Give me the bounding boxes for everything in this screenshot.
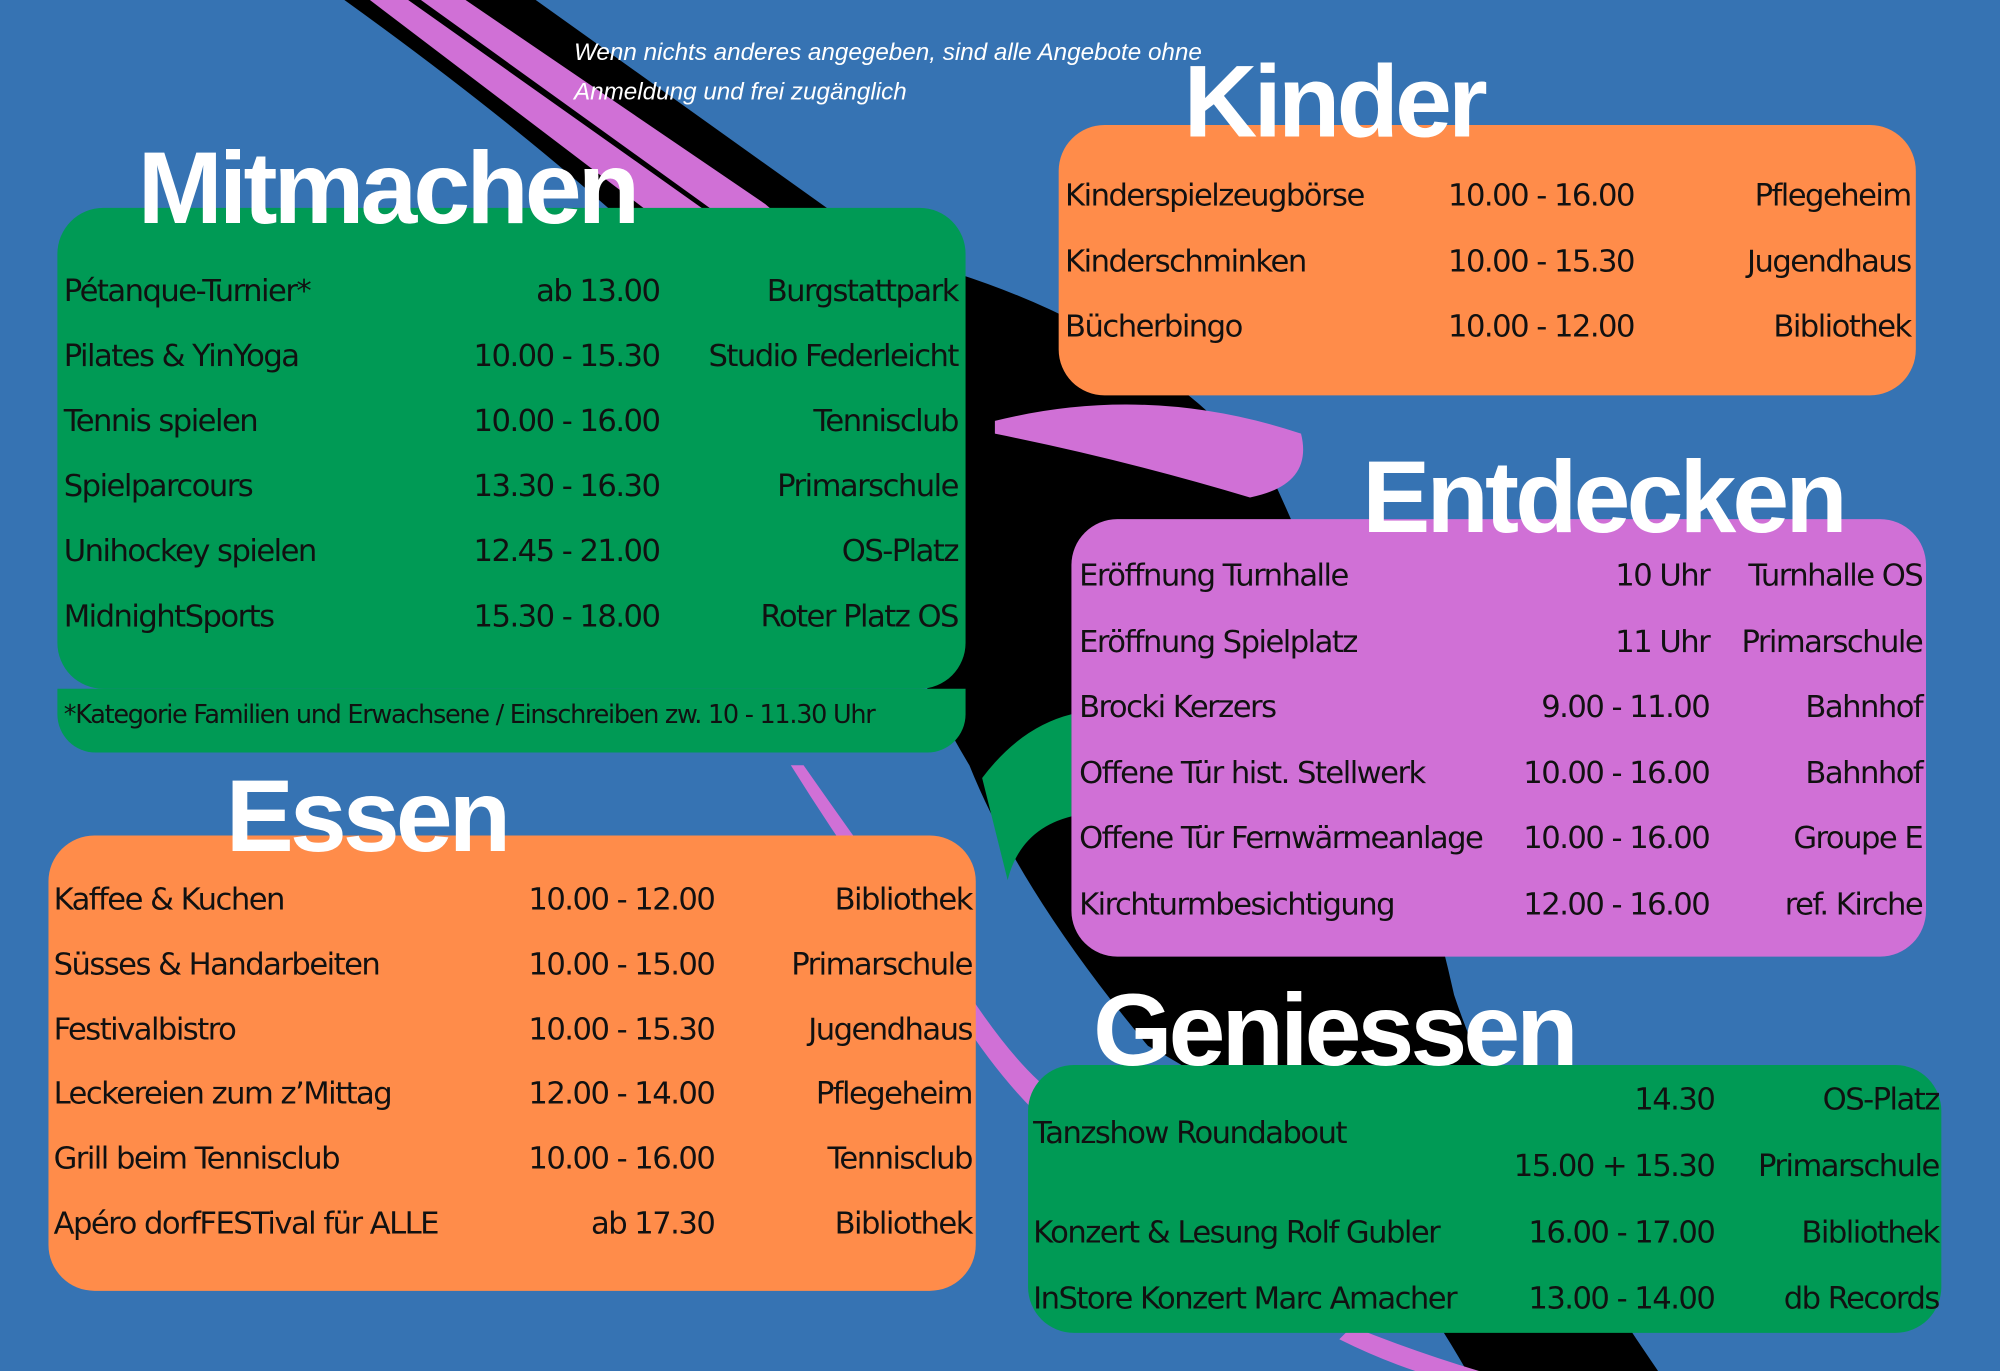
place: Jugendhaus — [1746, 242, 1912, 279]
place: Jugendhaus — [808, 1010, 973, 1047]
place: Primarschule — [777, 468, 959, 504]
time: 12.00 - 14.00 — [528, 1075, 715, 1112]
section-box — [57, 207, 966, 689]
time: 10.00 - 16.00 — [473, 403, 661, 439]
time: 10.00 - 15.30 — [528, 1010, 715, 1047]
place: db Records — [1783, 1280, 1941, 1317]
place: Primarschule — [1741, 623, 1923, 659]
time: 10.00 - 12.00 — [1448, 308, 1635, 345]
time: ab 17.30 — [590, 1205, 716, 1242]
section-box — [1071, 519, 1927, 957]
section-title: Geniessen — [1093, 973, 1579, 1087]
activity: InStore Konzert Marc Amacher — [1033, 1280, 1457, 1317]
activity: Süsses & Handarbeiten — [53, 946, 381, 982]
time: 15.30 - 18.00 — [473, 598, 661, 634]
place: Burgstattpark — [766, 272, 960, 309]
place: Bibliothek — [1773, 308, 1912, 345]
time: 11 Uhr — [1615, 623, 1710, 659]
activity: Konzert & Lesung Rolf Gubler — [1033, 1214, 1441, 1250]
activity: Pilates & YinYoga — [63, 338, 300, 374]
activity: Eröffnung Turnhalle — [1079, 557, 1349, 594]
time: 13.00 - 14.00 — [1528, 1280, 1715, 1317]
section-title: Essen — [225, 758, 511, 873]
time: 10.00 - 16.00 — [1523, 820, 1710, 857]
time: 10.00 - 12.00 — [528, 881, 715, 918]
section-box — [48, 835, 976, 1291]
place: Primarschule — [791, 946, 973, 982]
activity: Kirchturmbesichtigung — [1079, 886, 1396, 923]
time: 10.00 - 16.00 — [1523, 754, 1710, 791]
place: Bibliothek — [1801, 1214, 1940, 1250]
place: Groupe E — [1793, 820, 1923, 857]
activity: Kaffee & Kuchen — [53, 881, 286, 918]
place: Tennisclub — [813, 403, 959, 439]
place: OS-Platz — [1822, 1081, 1941, 1118]
place: Studio Federleicht — [708, 338, 960, 374]
activity: Festivalbistro — [53, 1010, 237, 1047]
time: 16.00 - 17.00 — [1528, 1214, 1715, 1250]
time: 10.00 - 16.00 — [1448, 177, 1635, 214]
activity: Tennis spielen — [63, 403, 259, 439]
time: 10.00 - 15.30 — [473, 338, 661, 374]
time: 9.00 - 11.00 — [1541, 689, 1710, 725]
time: 15.00 + 15.30 — [1513, 1147, 1716, 1184]
time: 12.00 - 16.00 — [1523, 886, 1710, 923]
activity: Grill beim Tennisclub — [53, 1140, 341, 1177]
note: Anmeldung und frei zugänglich — [573, 79, 907, 106]
place: Turnhalle OS — [1748, 557, 1923, 594]
footnote-box — [57, 688, 966, 753]
section-box — [1028, 1065, 1942, 1333]
time: ab 13.00 — [536, 272, 661, 309]
time: 14.30 — [1634, 1081, 1716, 1118]
place: Bibliothek — [834, 881, 974, 918]
activity: Kinderspielzeugbörse — [1065, 177, 1365, 214]
time: 10 Uhr — [1615, 557, 1710, 594]
note: Wenn nichts anderes angegeben, sind alle… — [573, 39, 1202, 67]
place: Bahnhof — [1805, 754, 1923, 791]
time: 13.30 - 16.30 — [473, 468, 661, 504]
time: 10.00 - 15.00 — [528, 946, 715, 982]
activity: Offene Tür Fernwärmeanlage — [1079, 820, 1484, 857]
activity: Spielparcours — [63, 468, 254, 504]
place: Primarschule — [1758, 1147, 1940, 1184]
section-title: Entdecken — [1362, 440, 1847, 554]
place: ref. Kirche — [1784, 886, 1924, 923]
time: 12.45 - 21.00 — [473, 533, 661, 569]
activity: Tanzshow Roundabout — [1033, 1114, 1347, 1151]
activity: Bücherbingo — [1065, 308, 1243, 345]
activity: Apéro dorfFESTival für ALLE — [53, 1205, 440, 1242]
activity: Pétanque-Turnier* — [63, 272, 312, 309]
section-title: Mitmachen — [137, 131, 640, 245]
section-box — [1058, 124, 1916, 396]
activity: MidnightSports — [63, 598, 275, 634]
activity: Kinderschminken — [1065, 242, 1307, 279]
section-title: Kinder — [1183, 44, 1488, 159]
activity: Eröffnung Spielplatz — [1079, 623, 1358, 659]
place: Bahnhof — [1805, 689, 1923, 725]
footnote: *Kategorie Familien und Erwachsene / Ein… — [63, 698, 876, 730]
activity: Unihockey spielen — [63, 533, 318, 569]
place: Pflegeheim — [1754, 177, 1913, 214]
activity: Leckereien zum z’Mittag — [53, 1075, 393, 1112]
place: Tennisclub — [827, 1140, 973, 1177]
time: 10.00 - 15.30 — [1448, 242, 1635, 279]
place: OS-Platz — [841, 533, 960, 569]
activity: Offene Tür hist. Stellwerk — [1079, 754, 1426, 791]
time: 10.00 - 16.00 — [528, 1140, 715, 1177]
place: Pflegeheim — [815, 1075, 974, 1112]
place: Roter Platz OS — [760, 598, 960, 634]
activity: Brocki Kerzers — [1079, 689, 1277, 725]
place: Bibliothek — [834, 1205, 974, 1242]
